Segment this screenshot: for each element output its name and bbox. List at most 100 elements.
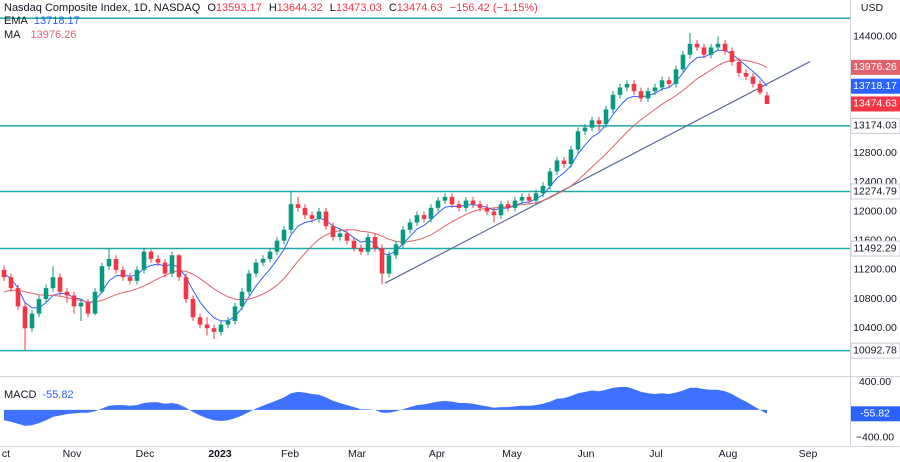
candle-body	[645, 91, 651, 99]
candle-body	[596, 120, 602, 124]
candle-body	[456, 204, 462, 208]
ema-name: EMA	[4, 15, 29, 27]
legend-header: Nasdaq Composite Index, 1D, NASDAQ O1359…	[4, 2, 538, 14]
candle-body	[281, 229, 287, 241]
candle-body	[400, 229, 406, 245]
candle-body	[253, 262, 259, 274]
candle-body	[449, 196, 455, 205]
candle-body	[624, 83, 630, 88]
candle-body	[708, 47, 714, 55]
candle-body	[694, 43, 700, 48]
candle-body	[715, 43, 721, 48]
candle-body	[722, 43, 728, 52]
candle-body	[491, 211, 497, 216]
ma-legend: MA 13976.26	[4, 29, 76, 41]
currency: USD	[861, 2, 884, 14]
candle-body	[197, 317, 203, 325]
candle-body	[680, 54, 686, 70]
candle-body	[505, 204, 511, 208]
candle-body	[225, 320, 231, 325]
candle-body	[190, 299, 196, 318]
candle-body	[393, 244, 399, 256]
candle-body	[106, 258, 112, 267]
candle-body	[57, 277, 63, 292]
candle-body	[85, 302, 91, 314]
candle-body	[134, 269, 140, 281]
plot-area	[0, 17, 850, 352]
candle-body	[526, 196, 532, 201]
candle-body	[736, 62, 742, 73]
macd-name: MACD	[4, 389, 36, 401]
candle-body	[99, 266, 105, 292]
x-tick-label: Feb	[281, 448, 299, 460]
candle-body	[232, 306, 238, 321]
candle-body	[442, 196, 448, 201]
macd-tick-label: −400.00	[856, 431, 894, 443]
candle-body	[1, 269, 7, 278]
ohlc-label: C	[389, 2, 397, 14]
candle-body	[582, 127, 588, 132]
candle-body	[365, 237, 371, 252]
candle-body	[435, 200, 441, 208]
candle-body	[8, 277, 14, 289]
level-tag	[850, 117, 900, 134]
candle-body	[764, 95, 770, 104]
level-tag	[850, 342, 900, 359]
candle-body	[344, 233, 350, 241]
candle-body	[169, 255, 175, 274]
candle-body	[603, 109, 609, 124]
level-label: 13174.03	[853, 120, 897, 132]
candle-body	[470, 200, 476, 205]
candle-body	[302, 207, 308, 216]
trendline	[384, 61, 811, 284]
x-tick-label: Sep	[799, 448, 818, 460]
candle-body	[428, 207, 434, 219]
candle-body	[295, 204, 301, 208]
x-tick-label: Aug	[719, 448, 738, 460]
ema-tag-box	[851, 78, 900, 94]
candle-body	[148, 251, 154, 259]
candle-body	[246, 273, 252, 292]
candle-body	[631, 83, 637, 92]
candle-body	[687, 43, 693, 55]
candle-body	[92, 291, 98, 314]
level-tag	[850, 240, 900, 257]
candle-body	[316, 211, 322, 219]
candle-body	[127, 277, 133, 281]
macd-area	[4, 387, 767, 426]
candle-body	[239, 291, 245, 307]
candle-body	[22, 306, 28, 329]
y-tick-label: 12800.00	[853, 147, 897, 159]
ma-tag-box	[851, 59, 900, 75]
y-tick-label: 10800.00	[853, 293, 897, 305]
candle-body	[78, 302, 84, 307]
level-label: 11492.29	[853, 242, 896, 254]
ema-tag: 13718.17	[853, 80, 897, 92]
x-tick-label: 2023	[208, 448, 232, 460]
candle-body	[414, 215, 420, 223]
candle-body	[512, 200, 518, 208]
candle-body	[379, 248, 385, 274]
candle-body	[540, 186, 546, 194]
macd-tag-box	[851, 406, 900, 422]
candle-body	[15, 288, 21, 307]
ohlc-label: H	[269, 2, 277, 14]
candle-body	[309, 215, 315, 219]
candle-body	[351, 240, 357, 248]
candle-body	[575, 131, 581, 150]
price-tag-box	[851, 96, 900, 112]
ema-legend: EMA 13718.17	[4, 15, 80, 27]
candle-body	[589, 120, 595, 128]
chart-title: Nasdaq Composite Index, 1D, NASDAQ	[4, 2, 201, 14]
candle-body	[561, 160, 567, 165]
x-tick-label: Jul	[649, 448, 662, 460]
low-value: 13473.03	[336, 2, 382, 14]
candle-body	[498, 204, 504, 216]
change: −156.42 (−1.15%)	[450, 2, 538, 14]
candle-body	[218, 324, 224, 332]
y-tick-label: 10400.00	[853, 322, 897, 334]
ma-value: 13976.26	[31, 29, 77, 41]
candle-body	[750, 76, 756, 84]
candle-body	[407, 222, 413, 230]
